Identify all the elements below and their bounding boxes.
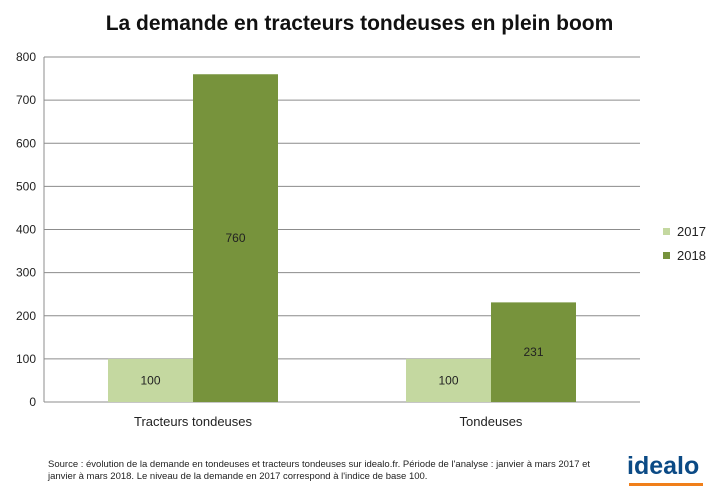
bar-chart: 0 100 200 300 400 500 600 700 800 100 760 Tracteurs… (16, 50, 640, 429)
data-label: 231 (523, 345, 543, 359)
legend-swatch (663, 227, 670, 235)
legend-swatch (663, 251, 670, 259)
legend-item: 2018 (663, 243, 706, 267)
x-category-label: Tracteurs tondeuses (134, 414, 253, 429)
legend-item: 2017 (663, 219, 706, 243)
chart-title: La demande en tracteurs tondeuses en ple… (105, 12, 614, 35)
y-tick-label: 600 (16, 136, 36, 150)
y-tick-label: 500 (16, 179, 36, 193)
data-label: 760 (225, 231, 245, 245)
data-label: 100 (438, 373, 458, 387)
y-tick-label: 200 (16, 309, 36, 323)
x-category-label: Tondeuses (460, 414, 523, 429)
y-tick-label: 800 (16, 50, 36, 64)
legend-label: 2017 (677, 223, 706, 239)
bar-2018 (193, 74, 278, 402)
y-tick-label: 400 (16, 223, 36, 237)
logo-accent-bar (629, 483, 703, 486)
y-tick-label: 700 (16, 93, 36, 107)
bar-2017 (406, 358, 491, 402)
source-note: Source : évolution de la demande en tond… (48, 459, 591, 482)
y-tick-label: 100 (16, 352, 36, 366)
legend-label: 2018 (677, 247, 706, 263)
bar-2018 (491, 302, 576, 402)
y-tick-label: 300 (16, 266, 36, 280)
data-label: 100 (140, 373, 160, 387)
idealo-logo: idealo (627, 452, 700, 480)
chart-legend: 2017 2018 (663, 219, 706, 267)
bar-2017 (108, 358, 193, 402)
y-tick-label: 0 (29, 395, 36, 409)
